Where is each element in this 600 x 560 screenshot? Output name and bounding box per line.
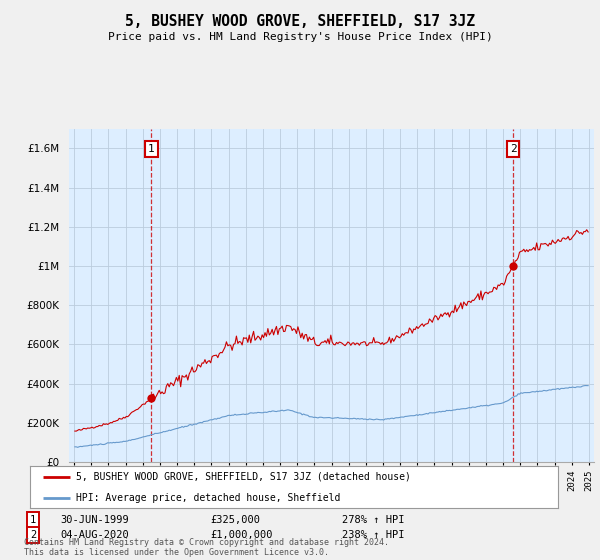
Text: £1,000,000: £1,000,000 (210, 530, 272, 540)
Text: 278% ↑ HPI: 278% ↑ HPI (342, 515, 404, 525)
Text: £325,000: £325,000 (210, 515, 260, 525)
Text: 1: 1 (30, 515, 36, 525)
Text: 5, BUSHEY WOOD GROVE, SHEFFIELD, S17 3JZ (detached house): 5, BUSHEY WOOD GROVE, SHEFFIELD, S17 3JZ… (76, 472, 412, 482)
Text: 2: 2 (509, 144, 517, 154)
Text: 30-JUN-1999: 30-JUN-1999 (60, 515, 129, 525)
Text: HPI: Average price, detached house, Sheffield: HPI: Average price, detached house, Shef… (76, 493, 341, 503)
Text: 238% ↑ HPI: 238% ↑ HPI (342, 530, 404, 540)
Text: 5, BUSHEY WOOD GROVE, SHEFFIELD, S17 3JZ: 5, BUSHEY WOOD GROVE, SHEFFIELD, S17 3JZ (125, 14, 475, 29)
Text: Price paid vs. HM Land Registry's House Price Index (HPI): Price paid vs. HM Land Registry's House … (107, 32, 493, 43)
Text: 04-AUG-2020: 04-AUG-2020 (60, 530, 129, 540)
Text: 1: 1 (148, 144, 155, 154)
Text: 2: 2 (30, 530, 36, 540)
Text: Contains HM Land Registry data © Crown copyright and database right 2024.
This d: Contains HM Land Registry data © Crown c… (24, 538, 389, 557)
